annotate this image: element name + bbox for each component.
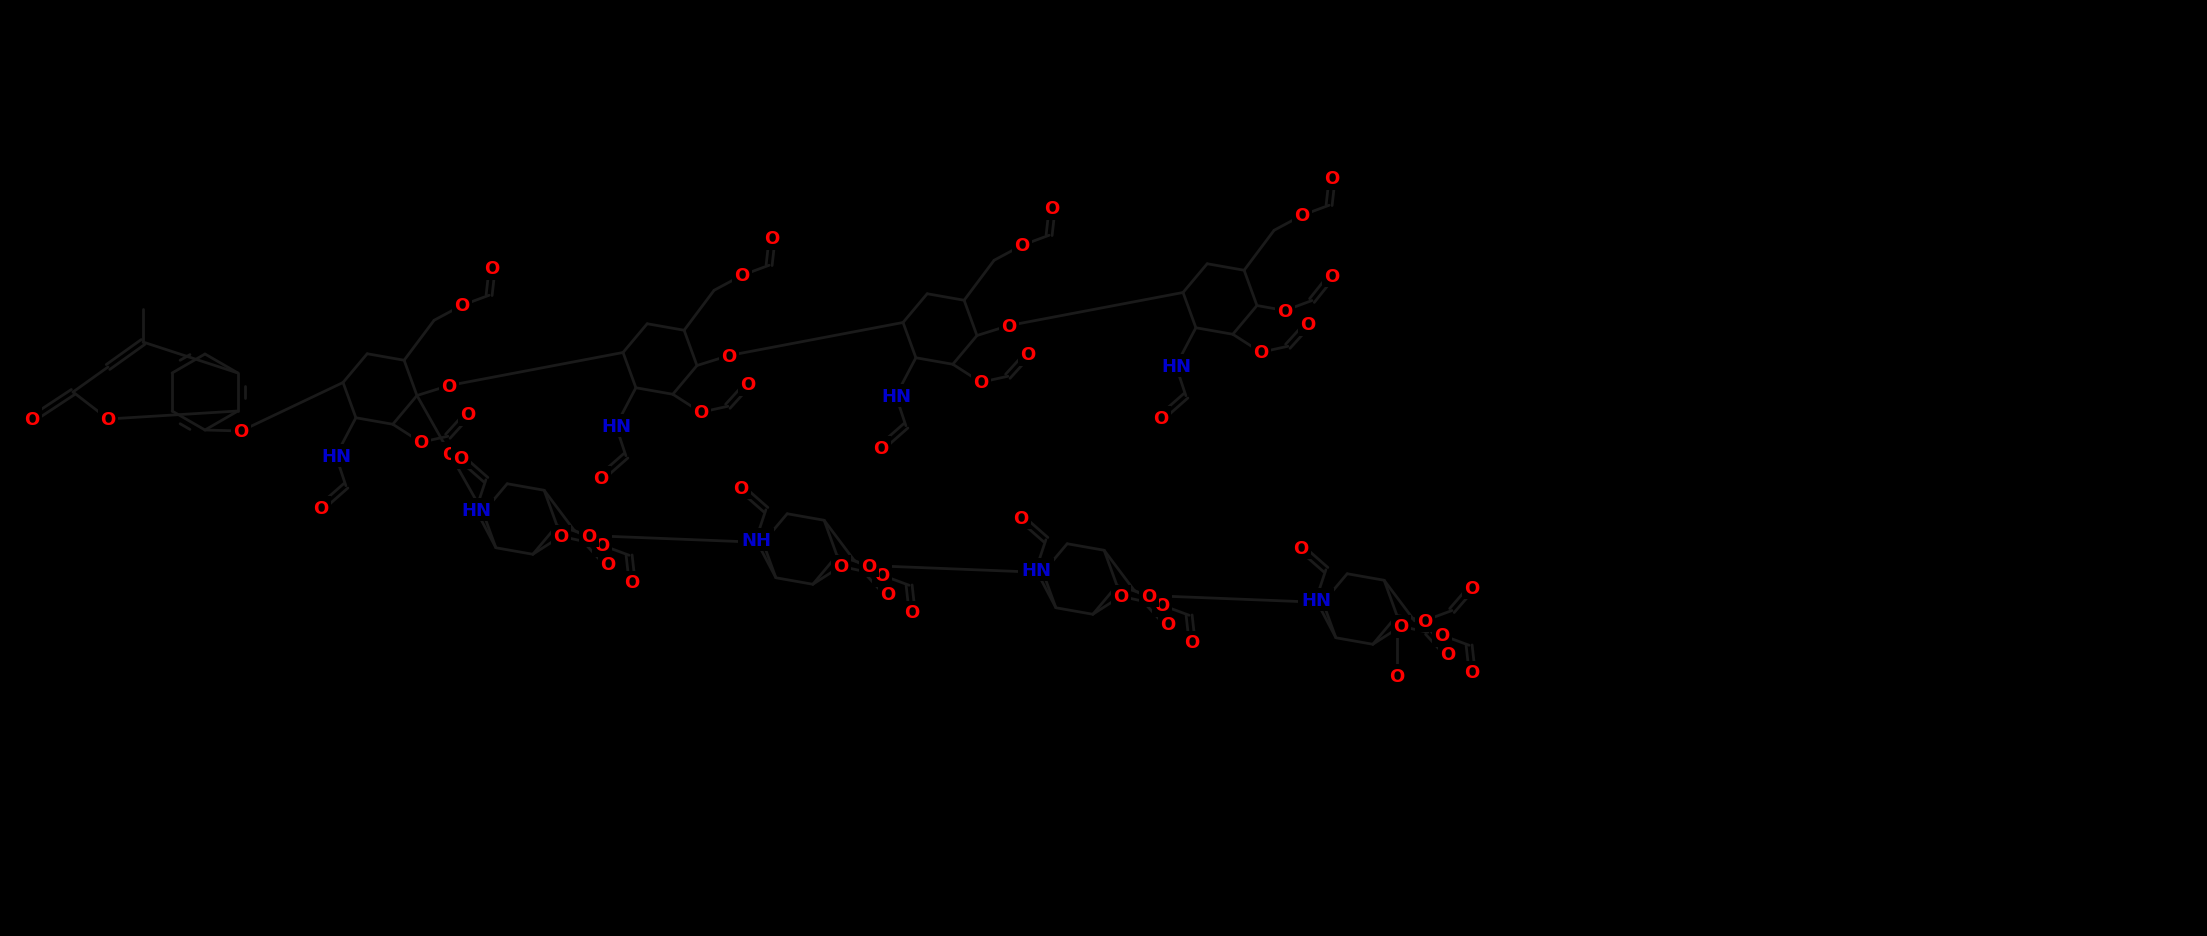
Text: O: O (625, 574, 640, 592)
Text: O: O (1154, 596, 1170, 615)
Text: O: O (234, 422, 249, 441)
Text: O: O (834, 558, 847, 576)
Text: O: O (881, 586, 896, 604)
Text: O: O (1161, 616, 1176, 634)
Text: O: O (1296, 207, 1309, 225)
Text: O: O (874, 439, 889, 458)
Text: O: O (24, 411, 40, 429)
Text: O: O (1441, 646, 1454, 664)
Text: O: O (1112, 588, 1128, 606)
Text: O: O (486, 260, 499, 278)
Text: O: O (594, 536, 609, 555)
Text: O: O (733, 479, 748, 497)
Text: O: O (1417, 612, 1432, 630)
Text: HN: HN (1022, 562, 1051, 579)
Text: O: O (554, 528, 569, 546)
Text: O: O (1278, 302, 1293, 320)
Text: O: O (693, 403, 708, 422)
Text: O: O (1293, 539, 1309, 557)
Text: O: O (722, 347, 737, 365)
Text: O: O (1015, 237, 1031, 255)
Text: O: O (1463, 578, 1479, 597)
Text: O: O (1254, 344, 1269, 362)
Text: O: O (441, 446, 457, 463)
Text: HN: HN (320, 447, 351, 465)
Text: O: O (973, 373, 989, 392)
Text: O: O (594, 469, 609, 488)
Text: O: O (861, 557, 876, 575)
Text: O: O (1141, 587, 1156, 605)
Text: O: O (1390, 666, 1404, 685)
Text: O: O (1154, 409, 1168, 428)
Text: O: O (1013, 509, 1028, 527)
Text: O: O (600, 556, 616, 574)
Text: O: O (739, 376, 755, 394)
Text: HN: HN (461, 501, 490, 519)
Text: O: O (455, 297, 470, 314)
Text: HN: HN (1161, 358, 1192, 375)
Text: O: O (1393, 618, 1408, 636)
Text: O: O (1185, 634, 1201, 651)
Text: O: O (874, 566, 889, 585)
Text: O: O (580, 527, 596, 545)
Text: O: O (764, 230, 779, 248)
Text: O: O (441, 377, 457, 395)
Text: O: O (452, 449, 468, 467)
Text: HN: HN (600, 417, 631, 435)
Text: O: O (735, 267, 750, 285)
Text: NH: NH (742, 532, 770, 549)
Text: O: O (413, 433, 428, 452)
Text: O: O (1002, 317, 1017, 335)
Text: HN: HN (1300, 592, 1331, 609)
Text: O: O (1324, 268, 1340, 285)
Text: O: O (461, 406, 475, 424)
Text: O: O (1465, 664, 1479, 681)
Text: O: O (313, 499, 329, 518)
Text: O: O (99, 411, 115, 429)
Text: O: O (1435, 626, 1450, 645)
Text: O: O (1300, 316, 1315, 334)
Text: O: O (1044, 200, 1059, 218)
Text: HN: HN (881, 388, 911, 405)
Text: O: O (905, 604, 920, 622)
Text: O: O (1020, 346, 1035, 364)
Text: O: O (1324, 170, 1340, 188)
